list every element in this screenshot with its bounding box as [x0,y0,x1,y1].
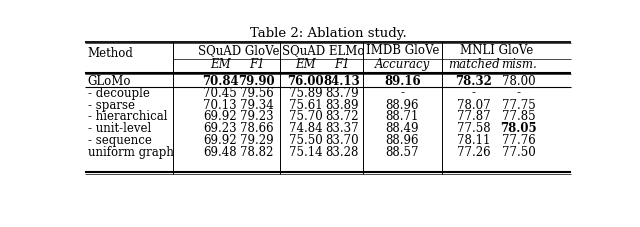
Text: 88.96: 88.96 [386,134,419,147]
Text: 77.87: 77.87 [457,111,490,123]
Text: 88.49: 88.49 [386,122,419,135]
Text: 83.37: 83.37 [325,122,359,135]
Text: 83.72: 83.72 [325,111,358,123]
Text: 75.50: 75.50 [289,134,323,147]
Text: 75.61: 75.61 [289,99,323,111]
Text: 75.89: 75.89 [289,86,323,100]
Text: 83.89: 83.89 [325,99,358,111]
Text: 79.34: 79.34 [240,99,273,111]
Text: uniform graph: uniform graph [88,146,173,159]
Text: - unit-level: - unit-level [88,122,151,135]
Text: 84.13: 84.13 [324,75,360,88]
Text: 83.70: 83.70 [325,134,359,147]
Text: 83.79: 83.79 [325,86,359,100]
Text: 77.50: 77.50 [502,146,536,159]
Text: 70.13: 70.13 [204,99,237,111]
Text: 78.32: 78.32 [455,75,492,88]
Text: 79.90: 79.90 [238,75,275,88]
Text: 77.58: 77.58 [457,122,490,135]
Text: 79.56: 79.56 [240,86,273,100]
Text: 75.14: 75.14 [289,146,323,159]
Text: 69.48: 69.48 [204,146,237,159]
Text: 88.71: 88.71 [386,111,419,123]
Text: matched: matched [448,58,499,71]
Text: 69.92: 69.92 [204,111,237,123]
Text: 89.16: 89.16 [384,75,420,88]
Text: GLoMo: GLoMo [88,75,131,88]
Text: IMDB GloVe: IMDB GloVe [365,44,439,57]
Text: -: - [401,86,404,100]
Text: 77.26: 77.26 [457,146,490,159]
Text: - sequence: - sequence [88,134,152,147]
Text: 78.07: 78.07 [457,99,490,111]
Text: F1: F1 [334,58,350,71]
Text: - sparse: - sparse [88,99,135,111]
Text: 69.23: 69.23 [204,122,237,135]
Text: 78.82: 78.82 [240,146,273,159]
Text: SQuAD ELMo: SQuAD ELMo [282,44,365,57]
Text: MNLI GloVe: MNLI GloVe [460,44,532,57]
Text: 88.96: 88.96 [386,99,419,111]
Text: 79.29: 79.29 [240,134,273,147]
Text: 79.23: 79.23 [240,111,273,123]
Text: SQuAD GloVe: SQuAD GloVe [198,44,279,57]
Text: Accuracy: Accuracy [375,58,430,71]
Text: EM: EM [210,58,230,71]
Text: 77.85: 77.85 [502,111,536,123]
Text: 77.75: 77.75 [502,99,536,111]
Text: 77.76: 77.76 [502,134,536,147]
Text: 78.00: 78.00 [502,75,536,88]
Text: Method: Method [88,47,134,60]
Text: 70.84: 70.84 [202,75,239,88]
Text: 78.66: 78.66 [240,122,273,135]
Text: mism.: mism. [500,58,536,71]
Text: 88.57: 88.57 [386,146,419,159]
Text: 76.00: 76.00 [287,75,324,88]
Text: EM: EM [295,58,316,71]
Text: F1: F1 [249,58,264,71]
Text: 74.84: 74.84 [289,122,323,135]
Text: 83.28: 83.28 [325,146,358,159]
Text: 78.05: 78.05 [500,122,537,135]
Text: 69.92: 69.92 [204,134,237,147]
Text: -: - [472,86,476,100]
Text: Table 2: Ablation study.: Table 2: Ablation study. [250,27,406,40]
Text: 75.70: 75.70 [289,111,323,123]
Text: - hierarchical: - hierarchical [88,111,167,123]
Text: 70.45: 70.45 [204,86,237,100]
Text: -: - [516,86,521,100]
Text: - decouple: - decouple [88,86,150,100]
Text: 78.11: 78.11 [457,134,490,147]
